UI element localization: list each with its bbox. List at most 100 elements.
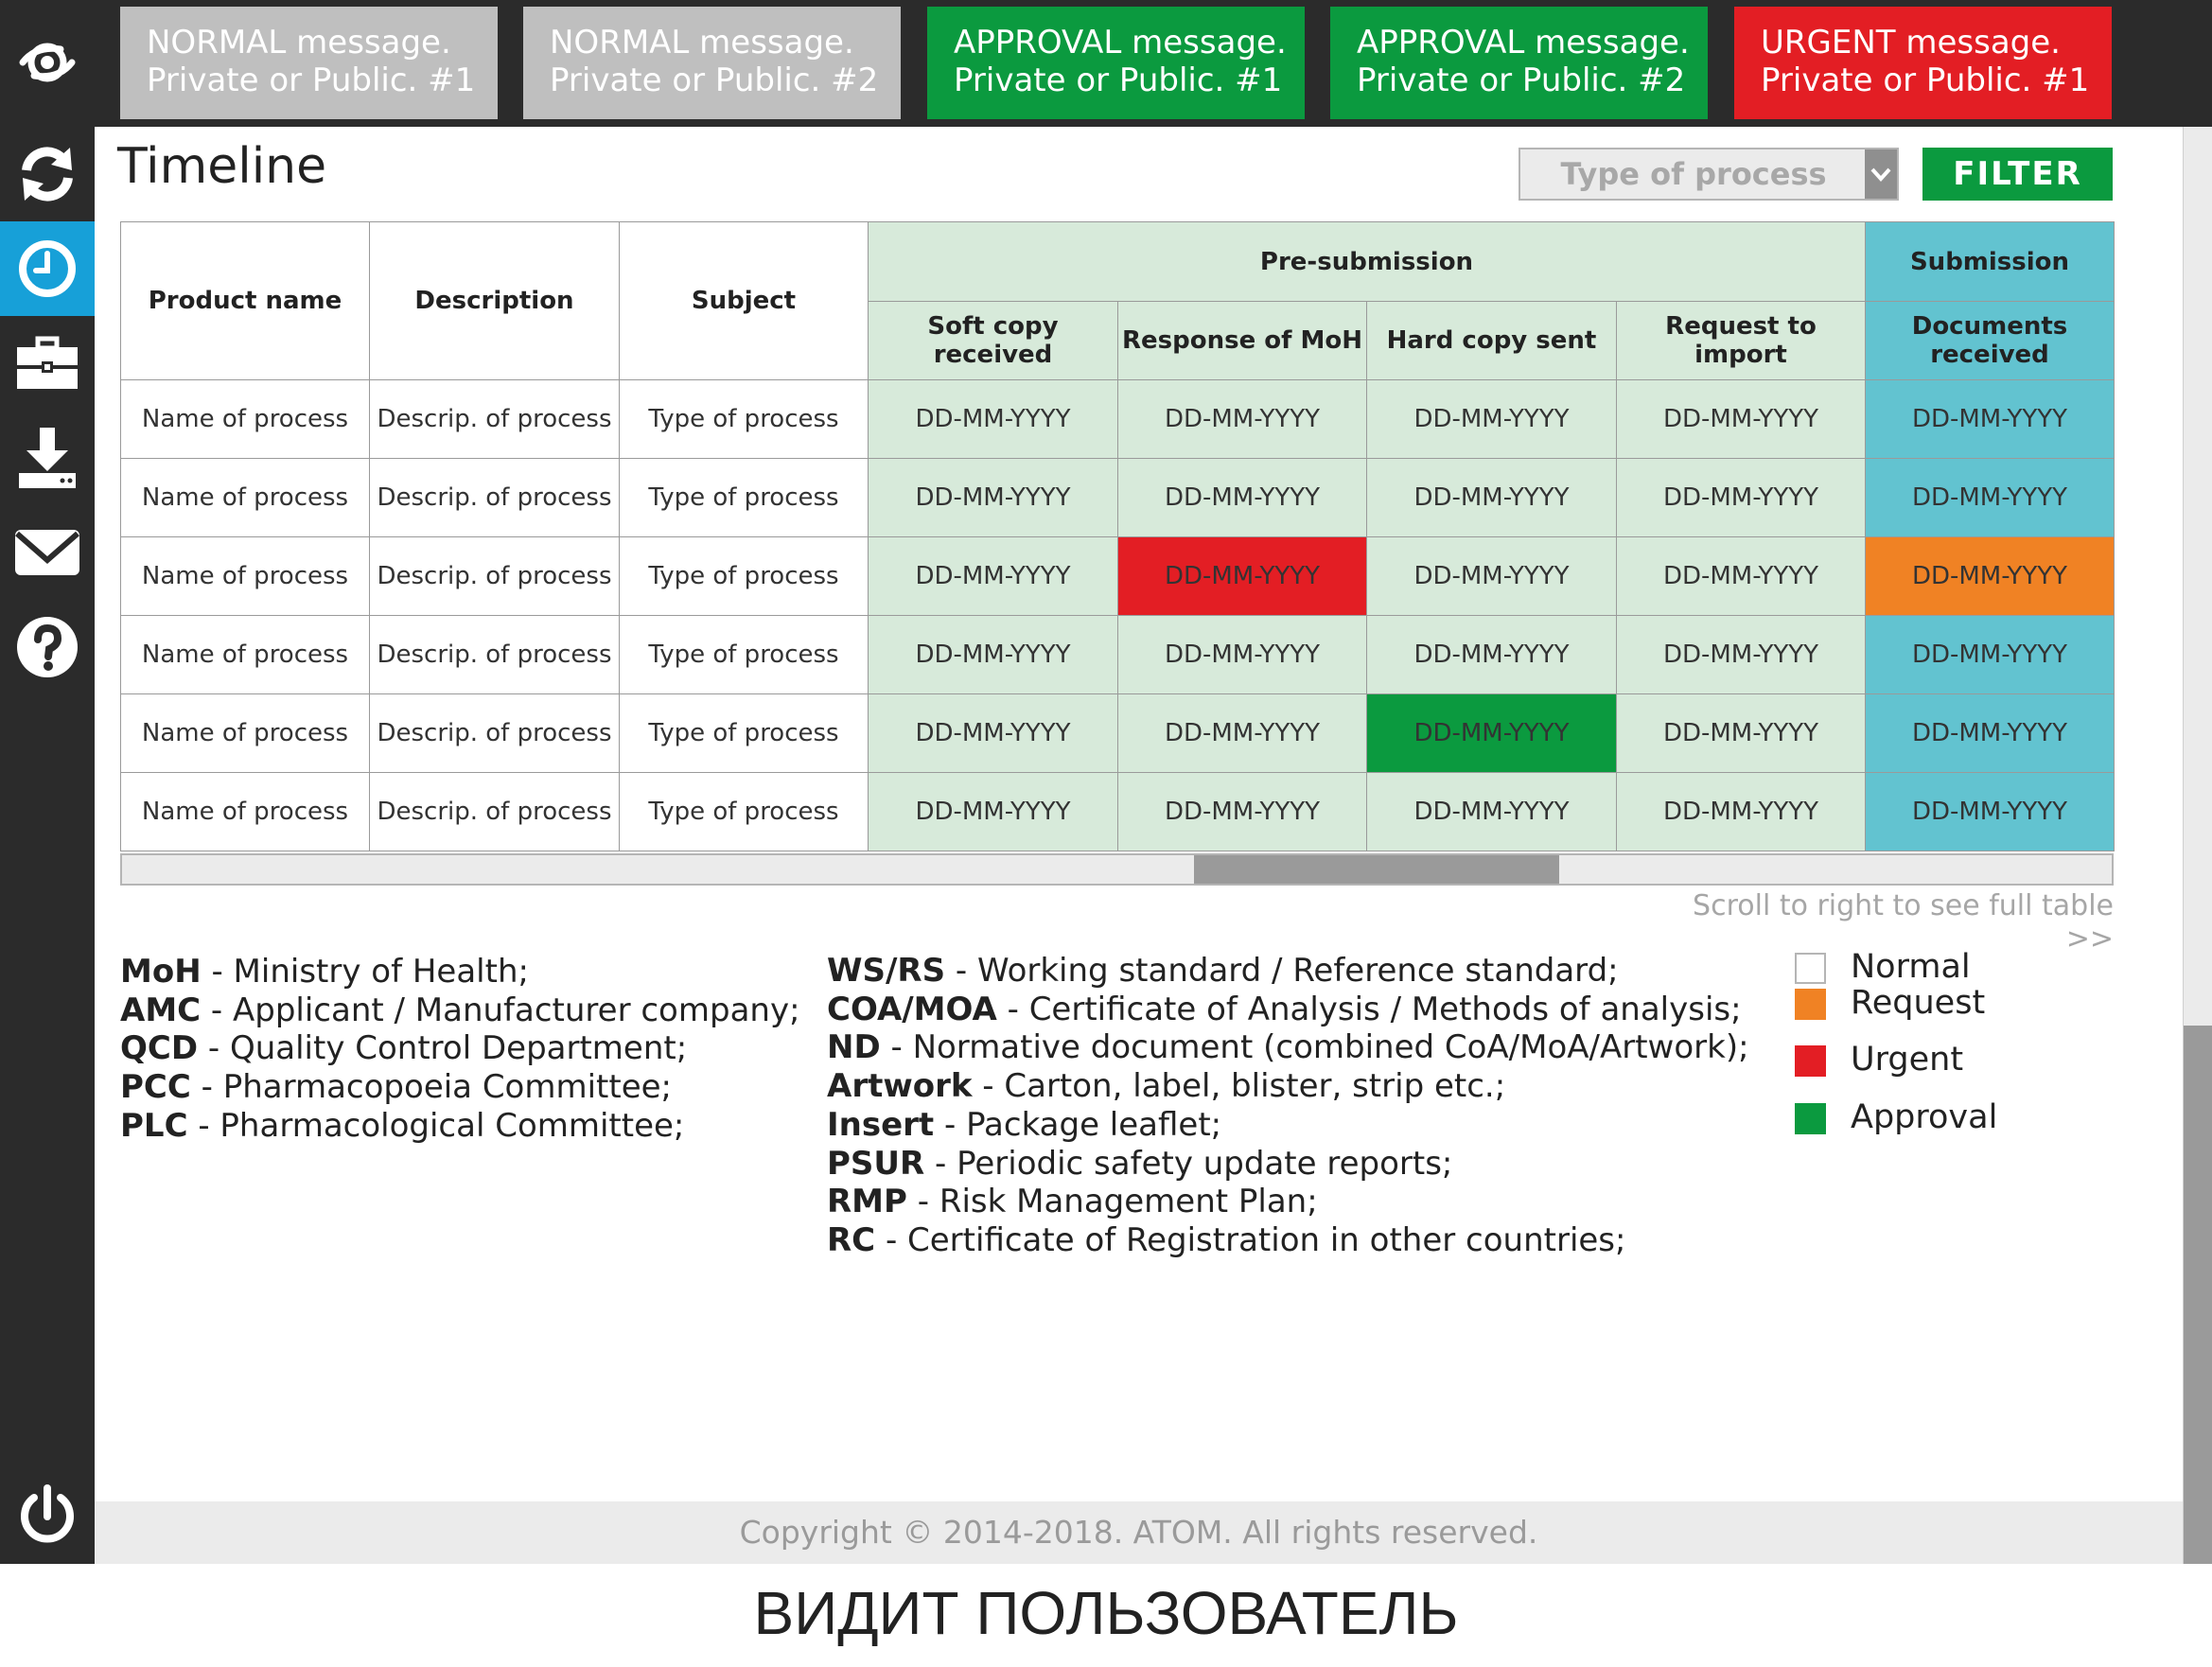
cell-subject: Type of process — [619, 693, 869, 773]
cell-date-normal: DD-MM-YYYY — [1366, 536, 1617, 616]
glossary-item: MoH - Ministry of Health; — [120, 953, 800, 991]
chevron-down-icon — [1870, 167, 1891, 182]
cell-date-normal: DD-MM-YYYY — [1616, 615, 1866, 694]
table-row[interactable]: Name of process Descrip. of process Type o… — [120, 772, 2115, 851]
cell-date-approval: DD-MM-YYYY — [1366, 693, 1617, 773]
glossary-abbr: COA/MOA — [827, 990, 997, 1028]
table-row[interactable]: Name of process Descrip. of process Type o… — [120, 536, 2115, 616]
glossary-desc: - Applicant / Manufacturer company; — [201, 991, 800, 1029]
caption: ВИДИТ ПОЛЬЗОВАТЕЛЬ — [753, 1579, 1459, 1647]
legend-label: Urgent — [1851, 1041, 1964, 1079]
notification-title: URGENT message. — [1761, 24, 2061, 61]
filter-button[interactable]: FILTER — [1922, 148, 2113, 201]
column-header-soft-copy: Soft copy received — [868, 301, 1118, 380]
glossary-item: RMP - Risk Management Plan; — [827, 1183, 1749, 1221]
notification-normal-2[interactable]: NORMAL message. Private or Public. #2 — [523, 7, 901, 119]
download-icon — [19, 428, 76, 488]
glossary-desc: - Normative document (combined CoA/MoA/A… — [880, 1028, 1749, 1067]
sidebar-timeline-button[interactable] — [0, 221, 95, 316]
table-row[interactable]: Name of process Descrip. of process Type o… — [120, 693, 2115, 773]
notification-subtitle: Private or Public. #2 — [1357, 61, 1686, 99]
notification-normal-1[interactable]: NORMAL message. Private or Public. #1 — [120, 7, 498, 119]
glossary-desc: - Pharmacopoeia Committee; — [190, 1068, 673, 1107]
table-row[interactable]: Name of process Descrip. of process Type o… — [120, 615, 2115, 694]
glossary-item: Insert - Package leaflet; — [827, 1106, 1749, 1145]
help-icon — [17, 617, 78, 677]
notification-approval-1[interactable]: APPROVAL message. Private or Public. #1 — [927, 7, 1305, 119]
cell-date-normal: DD-MM-YYYY — [1366, 379, 1617, 459]
group-header-submission: Submission — [1865, 221, 2115, 302]
notification-urgent-1[interactable]: URGENT message. Private or Public. #1 — [1734, 7, 2112, 119]
cell-date-normal: DD-MM-YYYY — [1865, 615, 2115, 694]
vertical-scrollbar-thumb[interactable] — [2184, 1026, 2212, 1564]
notification-approval-2[interactable]: APPROVAL message. Private or Public. #2 — [1330, 7, 1708, 119]
cell-date-normal: DD-MM-YYYY — [1616, 536, 1866, 616]
glossary-desc: - Carton, label, blister, strip etc.; — [972, 1067, 1506, 1106]
cell-product: Name of process — [120, 693, 370, 773]
glossary-desc: - Risk Management Plan; — [906, 1183, 1318, 1221]
legend-swatch — [1795, 1103, 1826, 1134]
horizontal-scrollbar-thumb[interactable] — [1194, 855, 1559, 884]
sidebar-portfolio-button[interactable] — [0, 316, 95, 411]
sidebar-help-button[interactable] — [0, 600, 95, 694]
main-content: Timeline Type of process FILTER Product … — [95, 127, 2183, 1564]
cell-product: Name of process — [120, 458, 370, 537]
glossary-item: WS/RS - Working standard / Reference sta… — [827, 952, 1749, 991]
glossary-item: PLC - Pharmacological Committee; — [120, 1107, 800, 1146]
page-title: Timeline — [117, 138, 327, 195]
cell-date-normal: DD-MM-YYYY — [1616, 693, 1866, 773]
cell-subject: Type of process — [619, 458, 869, 537]
dropdown-arrow[interactable] — [1865, 149, 1897, 199]
sidebar-refresh-button[interactable] — [0, 127, 95, 221]
cell-product: Name of process — [120, 536, 370, 616]
sidebar-logout-button[interactable] — [0, 1469, 95, 1564]
vertical-scrollbar[interactable] — [2183, 127, 2212, 1564]
clock-icon — [19, 240, 76, 297]
column-header-product: Product name — [120, 221, 370, 380]
glossary-desc: - Quality Control Department; — [198, 1029, 688, 1068]
cell-date-urgent: DD-MM-YYYY — [1117, 536, 1367, 616]
cell-date-normal: DD-MM-YYYY — [868, 379, 1118, 459]
scroll-hint: Scroll to right to see full table >> — [1693, 889, 2114, 956]
cell-date-normal: DD-MM-YYYY — [1366, 615, 1617, 694]
glossary-desc: - Package leaflet; — [934, 1105, 1222, 1144]
cell-description: Descrip. of process — [369, 615, 620, 694]
glossary-abbr: RMP — [827, 1183, 907, 1221]
glossary-item: Artwork - Carton, label, blister, strip … — [827, 1067, 1749, 1106]
cell-date-normal: DD-MM-YYYY — [868, 615, 1118, 694]
notification-subtitle: Private or Public. #1 — [1761, 61, 2090, 99]
glossary-item: PCC - Pharmacopoeia Committee; — [120, 1068, 800, 1107]
legend-swatch — [1795, 953, 1826, 984]
column-header-description: Description — [369, 221, 620, 380]
legend-label: Approval — [1851, 1098, 1998, 1136]
glossary-abbr: PLC — [120, 1106, 188, 1145]
cell-date-normal: DD-MM-YYYY — [1117, 772, 1367, 851]
glossary-abbr: ND — [827, 1028, 881, 1067]
notification-subtitle: Private or Public. #2 — [550, 61, 879, 99]
glossary-abbr: WS/RS — [827, 952, 946, 990]
sidebar-logo-button[interactable] — [0, 15, 95, 110]
glossary-abbr: AMC — [120, 991, 202, 1029]
glossary-right: WS/RS - Working standard / Reference sta… — [827, 952, 1749, 1260]
glossary-abbr: PSUR — [827, 1144, 925, 1183]
glossary-item: RC - Certificate of Registration in othe… — [827, 1221, 1749, 1260]
group-header-pre-submission: Pre-submission — [868, 221, 1866, 302]
glossary-desc: - Ministry of Health; — [201, 953, 529, 991]
cell-product: Name of process — [120, 379, 370, 459]
cell-date-normal: DD-MM-YYYY — [1366, 772, 1617, 851]
legend-label: Normal — [1851, 948, 1971, 986]
timeline-table: Product name Description Subject Pre-sub… — [120, 221, 2115, 851]
table-row[interactable]: Name of process Descrip. of process Type o… — [120, 379, 2115, 459]
footer: Copyright © 2014-2018. ATOM. All rights … — [95, 1501, 2183, 1564]
sidebar-download-button[interactable] — [0, 411, 95, 505]
horizontal-scrollbar[interactable] — [120, 853, 2114, 886]
sidebar-mail-button[interactable] — [0, 505, 95, 600]
glossary-left: MoH - Ministry of Health; AMC - Applicant… — [120, 953, 800, 1146]
cell-product: Name of process — [120, 615, 370, 694]
table-row[interactable]: Name of process Descrip. of process Type o… — [120, 458, 2115, 537]
cell-date-normal: DD-MM-YYYY — [1865, 458, 2115, 537]
type-of-process-select[interactable]: Type of process — [1519, 148, 1899, 201]
notification-title: NORMAL message. — [147, 24, 451, 61]
cell-date-normal: DD-MM-YYYY — [1616, 379, 1866, 459]
cell-description: Descrip. of process — [369, 772, 620, 851]
